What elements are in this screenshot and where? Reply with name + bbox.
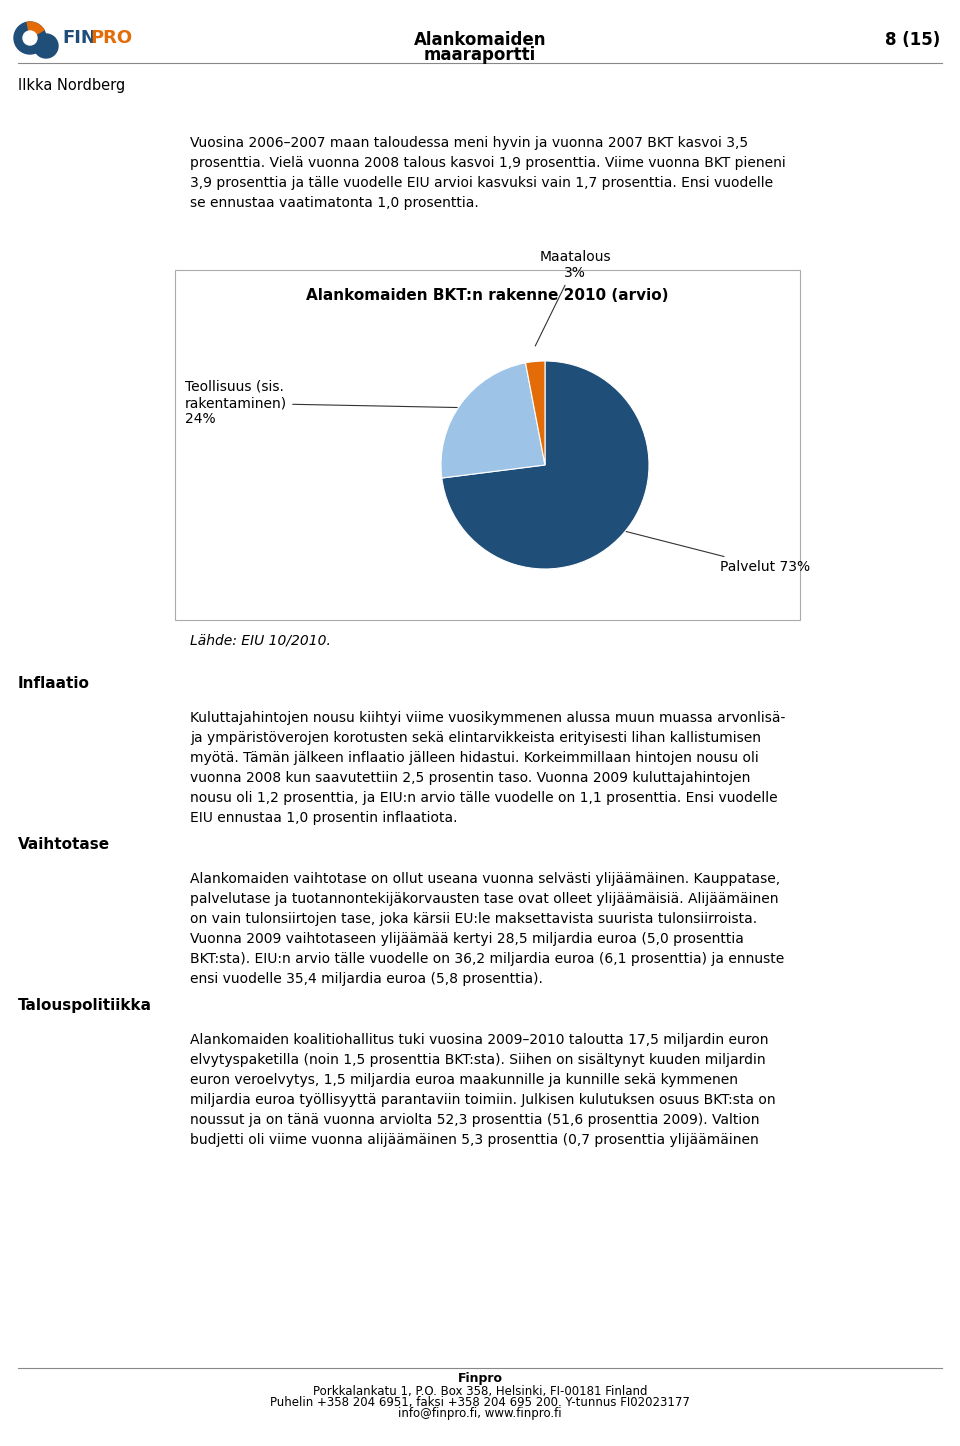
Circle shape (23, 30, 37, 45)
Text: Lähde: EIU 10/2010.: Lähde: EIU 10/2010. (190, 633, 331, 648)
Text: Alankomaiden vaihtotase on ollut useana vuonna selvästi ylijäämäinen. Kauppatase: Alankomaiden vaihtotase on ollut useana … (190, 872, 784, 986)
Wedge shape (442, 362, 649, 568)
Text: Inflaatio: Inflaatio (18, 675, 90, 691)
Circle shape (14, 22, 46, 54)
Text: info@finpro.fi, www.finpro.fi: info@finpro.fi, www.finpro.fi (398, 1407, 562, 1420)
Text: Kuluttajahintojen nousu kiihtyi viime vuosikymmenen alussa muun muassa arvonlisä: Kuluttajahintojen nousu kiihtyi viime vu… (190, 711, 785, 826)
Wedge shape (525, 362, 545, 466)
Text: Talouspolitiikka: Talouspolitiikka (18, 998, 152, 1014)
Text: PRO: PRO (90, 29, 132, 48)
Bar (175, 270, 800, 620)
Text: Vaihtotase: Vaihtotase (18, 837, 110, 852)
Text: Alankomaiden BKT:n rakenne 2010 (arvio): Alankomaiden BKT:n rakenne 2010 (arvio) (306, 288, 669, 304)
Text: Maatalous
3%: Maatalous 3% (536, 250, 611, 346)
Circle shape (34, 35, 58, 58)
Text: Vuosina 2006–2007 maan taloudessa meni hyvin ja vuonna 2007 BKT kasvoi 3,5
prose: Vuosina 2006–2007 maan taloudessa meni h… (190, 136, 785, 210)
Text: Alankomaiden koalitiohallitus tuki vuosina 2009–2010 taloutta 17,5 miljardin eur: Alankomaiden koalitiohallitus tuki vuosi… (190, 1032, 776, 1147)
Text: Palvelut 73%: Palvelut 73% (621, 531, 810, 574)
Text: Finpro: Finpro (458, 1372, 502, 1385)
Text: FIN: FIN (62, 29, 96, 48)
Text: Porkkalankatu 1, P.O. Box 358, Helsinki, FI-00181 Finland: Porkkalankatu 1, P.O. Box 358, Helsinki,… (313, 1385, 647, 1398)
Wedge shape (27, 22, 44, 38)
Text: maaraportti: maaraportti (424, 46, 536, 64)
Text: Alankomaiden: Alankomaiden (414, 30, 546, 49)
Wedge shape (441, 363, 545, 479)
Text: Ilkka Nordberg: Ilkka Nordberg (18, 78, 125, 93)
Text: 8 (15): 8 (15) (885, 30, 940, 49)
Text: Puhelin +358 204 6951, faksi +358 204 695 200. Y-tunnus FI02023177: Puhelin +358 204 6951, faksi +358 204 69… (270, 1395, 690, 1408)
Text: Teollisuus (sis.
rakentaminen)
24%: Teollisuus (sis. rakentaminen) 24% (185, 380, 464, 427)
